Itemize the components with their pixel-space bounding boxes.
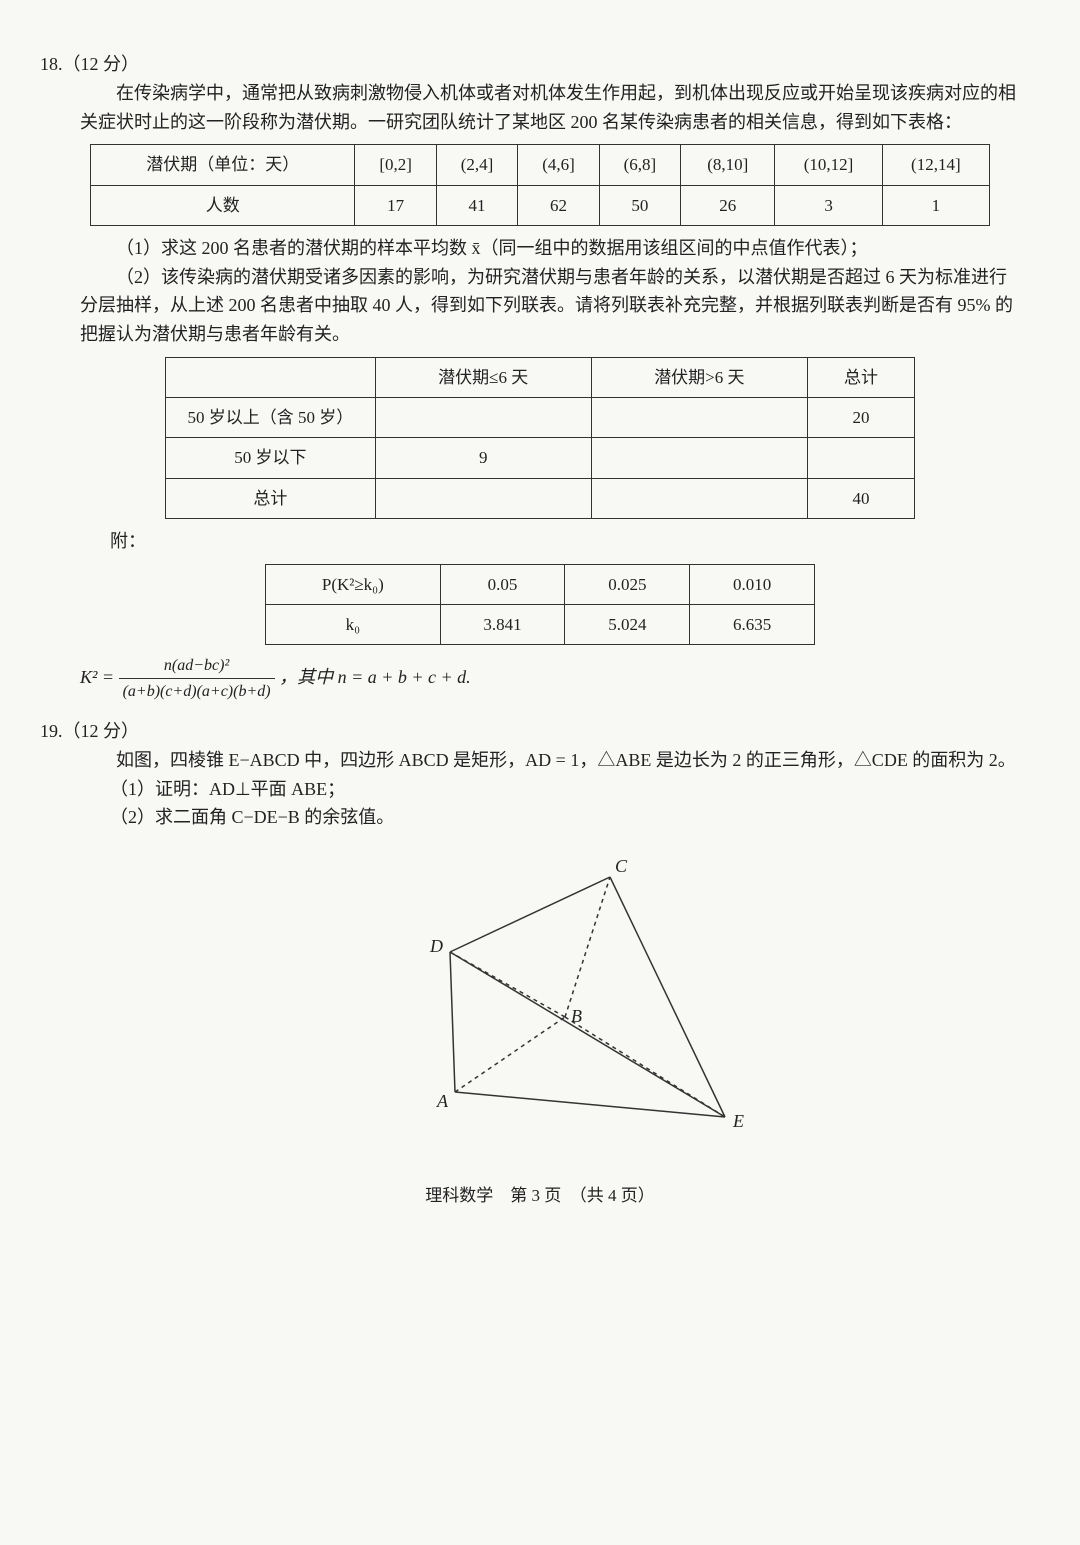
formula-den: (a+b)(c+d)(a+c)(b+d): [119, 679, 275, 705]
t3-r1c2: 0.025: [565, 564, 690, 604]
table1-v4: 26: [681, 185, 775, 225]
table1-v1: 41: [436, 185, 517, 225]
t3-r1c1: 0.05: [440, 564, 565, 604]
table1-h1: [0,2]: [355, 145, 436, 185]
q18-table2: 潜伏期≤6 天 潜伏期>6 天 总计 50 岁以上（含 50 岁） 20 50 …: [165, 357, 915, 519]
formula-right: ，其中 n = a + b + c + d.: [279, 667, 471, 687]
t3-r2c2: 5.024: [565, 604, 690, 644]
svg-text:C: C: [615, 856, 628, 876]
t2-r3c2: [591, 478, 807, 518]
q19-part2: （2）求二面角 C−DE−B 的余弦值。: [110, 803, 1020, 832]
t2-r1c1: [375, 398, 591, 438]
q19-intro: 如图，四棱锥 E−ABCD 中，四边形 ABCD 是矩形，AD = 1，△ABE…: [80, 746, 1020, 775]
table-row: P(K²≥k₀) 0.05 0.025 0.010: [266, 564, 815, 604]
table-row: k₀ 3.841 5.024 6.635: [266, 604, 815, 644]
table1-v5: 3: [775, 185, 882, 225]
t3-r2c0: k₀: [266, 604, 441, 644]
question-18: 18.（12 分） 在传染病学中，通常把从致病刺激物侵入机体或者对机体发生作用起…: [40, 50, 1040, 705]
q18-table3: P(K²≥k₀) 0.05 0.025 0.010 k₀ 3.841 5.024…: [265, 564, 815, 645]
table-row: 潜伏期（单位：天） [0,2] (2,4] (4,6] (6,8] (8,10]…: [91, 145, 990, 185]
table1-v0: 17: [355, 185, 436, 225]
t2-r3c1: [375, 478, 591, 518]
t3-r1c3: 0.010: [690, 564, 815, 604]
t2-h3: 总计: [808, 357, 915, 397]
q18-table1: 潜伏期（单位：天） [0,2] (2,4] (4,6] (6,8] (8,10]…: [90, 144, 990, 225]
t2-r2c3: [808, 438, 915, 478]
t2-h1: 潜伏期≤6 天: [375, 357, 591, 397]
t2-r2c0: 50 岁以下: [166, 438, 376, 478]
table-row: 潜伏期≤6 天 潜伏期>6 天 总计: [166, 357, 915, 397]
q18-number: 18.（12 分）: [40, 50, 1040, 79]
table1-h5: (8,10]: [681, 145, 775, 185]
t3-r2c1: 3.841: [440, 604, 565, 644]
page-footer: 理科数学 第 3 页 （共 4 页）: [40, 1182, 1040, 1209]
table1-h3: (4,6]: [518, 145, 599, 185]
t2-r3c3: 40: [808, 478, 915, 518]
t2-r2c2: [591, 438, 807, 478]
table1-v3: 50: [599, 185, 680, 225]
svg-text:A: A: [436, 1091, 449, 1111]
table1-h2: (2,4]: [436, 145, 517, 185]
table1-v6: 1: [882, 185, 989, 225]
svg-text:B: B: [571, 1006, 582, 1026]
table1-h4: (6,8]: [599, 145, 680, 185]
t3-r2c3: 6.635: [690, 604, 815, 644]
table1-h6: (10,12]: [775, 145, 882, 185]
svg-text:E: E: [732, 1111, 744, 1131]
t2-r2c1: 9: [375, 438, 591, 478]
t3-r1c0: P(K²≥k₀): [266, 564, 441, 604]
q19-part1: （1）证明：AD⊥平面 ABE；: [110, 775, 1020, 804]
t2-h0: [166, 357, 376, 397]
table1-v2: 62: [518, 185, 599, 225]
formula-num: n(ad−bc)²: [119, 653, 275, 680]
table1-rowlabel: 人数: [91, 185, 355, 225]
table1-h7: (12,14]: [882, 145, 989, 185]
formula-fraction: n(ad−bc)² (a+b)(c+d)(a+c)(b+d): [119, 653, 275, 705]
q19-number: 19.（12 分）: [40, 717, 1040, 746]
pyramid-diagram: A B C D E: [325, 842, 755, 1142]
k2-formula: K² = n(ad−bc)² (a+b)(c+d)(a+c)(b+d) ，其中 …: [80, 653, 1040, 705]
formula-left: K² =: [80, 667, 119, 687]
q18-intro: 在传染病学中，通常把从致病刺激物侵入机体或者对机体发生作用起，到机体出现反应或开…: [80, 79, 1020, 137]
appendix-label: 附：: [110, 527, 1040, 556]
q18-part2-a: （2）该传染病的潜伏期受诸多因素的影响，为研究潜伏期与患者年龄的关系，以潜伏期是…: [80, 263, 1020, 349]
table-row: 50 岁以下 9: [166, 438, 915, 478]
table-row: 总计 40: [166, 478, 915, 518]
table-row: 50 岁以上（含 50 岁） 20: [166, 398, 915, 438]
t2-r1c0: 50 岁以上（含 50 岁）: [166, 398, 376, 438]
q18-part1: （1）求这 200 名患者的潜伏期的样本平均数 x̄（同一组中的数据用该组区间的…: [80, 234, 1020, 263]
t2-r1c2: [591, 398, 807, 438]
svg-text:D: D: [429, 936, 443, 956]
table-row: 人数 17 41 62 50 26 3 1: [91, 185, 990, 225]
t2-h2: 潜伏期>6 天: [591, 357, 807, 397]
t2-r1c3: 20: [808, 398, 915, 438]
question-19: 19.（12 分） 如图，四棱锥 E−ABCD 中，四边形 ABCD 是矩形，A…: [40, 717, 1040, 1142]
t2-r3c0: 总计: [166, 478, 376, 518]
table1-h0: 潜伏期（单位：天）: [91, 145, 355, 185]
